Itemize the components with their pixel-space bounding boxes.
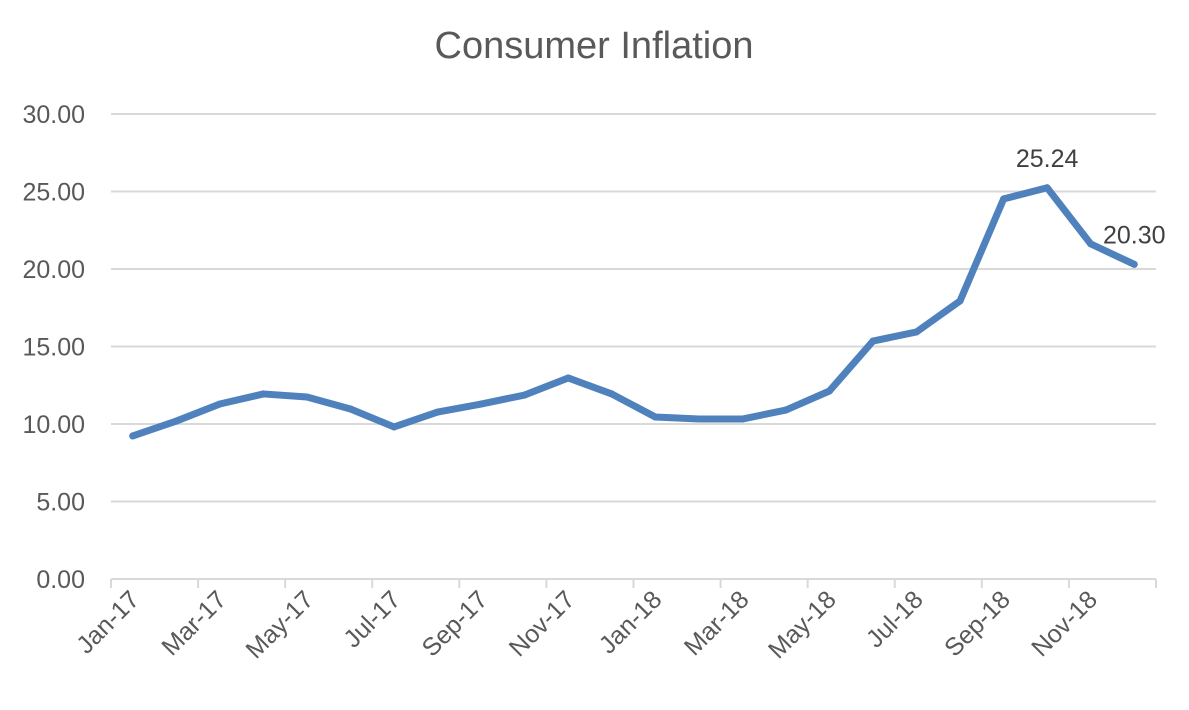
y-tick-label: 20.00 [22,256,85,284]
data-point [782,406,790,414]
x-tick-label: May-17 [240,585,319,664]
x-tick-label: Mar-17 [156,585,232,661]
x-tick-label: Jul-17 [338,585,406,653]
data-point [1130,260,1138,268]
x-tick-label: Jan-18 [594,585,668,659]
data-point [1043,184,1051,192]
series-line [129,184,1138,440]
chart-title: Consumer Inflation [435,25,754,67]
data-point [346,405,354,413]
data-point [608,390,616,398]
x-tick-label: Nov-17 [504,585,581,662]
y-tick-label: 25.00 [22,179,85,207]
data-point [564,374,572,382]
x-tick-label: Jan-17 [71,585,145,659]
data-point [521,391,529,399]
data-point [651,413,659,421]
y-tick-label: 30.00 [22,101,85,129]
y-tick-label: 15.00 [22,334,85,362]
y-tick-label: 10.00 [22,411,85,439]
x-tick-label: May-18 [763,585,842,664]
data-point [869,337,877,345]
x-tick-label: Sep-18 [939,585,1016,662]
data-point [259,390,267,398]
data-point [216,400,224,408]
data-point [913,328,921,336]
data-point [172,417,180,425]
data-point [695,415,703,423]
data-point [303,393,311,401]
data-point [129,432,137,440]
data-point [434,408,442,416]
data-point [738,415,746,423]
data-label: 25.24 [1016,145,1079,173]
x-tick-label: Nov-18 [1026,585,1103,662]
x-tick-label: Sep-17 [417,585,494,662]
data-point [390,423,398,431]
data-point [956,297,964,305]
x-tick-label: Mar-18 [679,585,755,661]
data-point [1087,240,1095,248]
data-label: 20.30 [1103,221,1166,249]
y-tick-label: 0.00 [36,566,85,594]
data-point [825,387,833,395]
x-tick-label: Jul-18 [861,585,929,653]
data-point [477,400,485,408]
y-tick-label: 5.00 [36,489,85,517]
data-point [1000,195,1008,203]
